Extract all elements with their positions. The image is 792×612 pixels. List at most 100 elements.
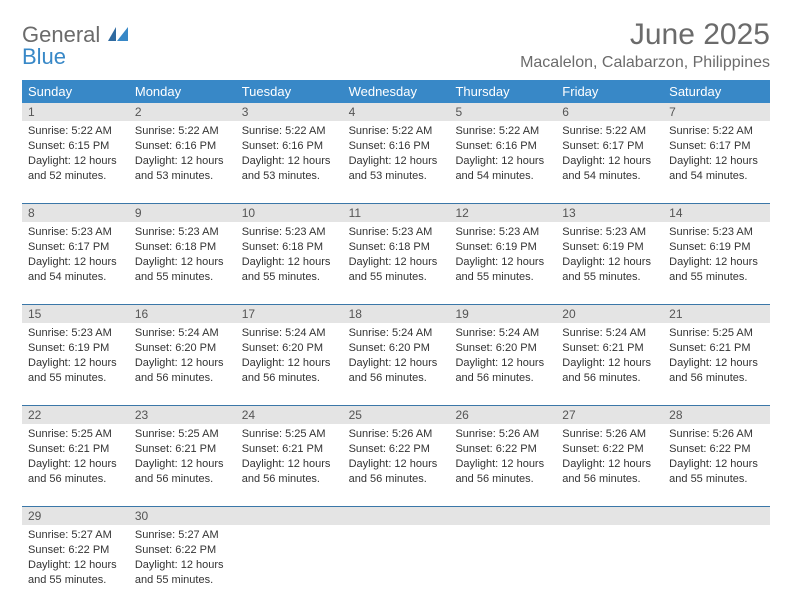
day-sr: Sunrise: 5:23 AM [669, 225, 764, 240]
day-number: 10 [236, 204, 343, 222]
logo-word-blue: Blue [22, 44, 66, 69]
day-sr: Sunrise: 5:23 AM [455, 225, 550, 240]
day-cell: Sunrise: 5:26 AMSunset: 6:22 PMDaylight:… [343, 424, 450, 506]
day-ss: Sunset: 6:19 PM [455, 240, 550, 255]
day-ss: Sunset: 6:18 PM [135, 240, 230, 255]
weekday-header: Thursday [449, 80, 556, 103]
day-ss: Sunset: 6:16 PM [349, 139, 444, 154]
day-ss: Sunset: 6:19 PM [28, 341, 123, 356]
day-ss: Sunset: 6:16 PM [135, 139, 230, 154]
day-dl1: Daylight: 12 hours [349, 356, 444, 371]
day-dl1: Daylight: 12 hours [135, 356, 230, 371]
day-dl2: and 55 minutes. [669, 270, 764, 285]
day-cell: Sunrise: 5:22 AMSunset: 6:17 PMDaylight:… [663, 121, 770, 203]
day-dl2: and 56 minutes. [562, 371, 657, 386]
day-dl1: Daylight: 12 hours [28, 457, 123, 472]
day-sr: Sunrise: 5:25 AM [28, 427, 123, 442]
day-ss: Sunset: 6:18 PM [349, 240, 444, 255]
day-dl2: and 55 minutes. [28, 573, 123, 588]
day-sr: Sunrise: 5:24 AM [135, 326, 230, 341]
day-cell: Sunrise: 5:25 AMSunset: 6:21 PMDaylight:… [236, 424, 343, 506]
day-sr: Sunrise: 5:23 AM [562, 225, 657, 240]
calendar: SundayMondayTuesdayWednesdayThursdayFrid… [22, 80, 770, 607]
day-number: 3 [236, 103, 343, 121]
day-sr: Sunrise: 5:27 AM [135, 528, 230, 543]
day-cell: Sunrise: 5:23 AMSunset: 6:17 PMDaylight:… [22, 222, 129, 304]
day-dl2: and 56 minutes. [242, 371, 337, 386]
day-ss: Sunset: 6:22 PM [28, 543, 123, 558]
day-number: 15 [22, 305, 129, 323]
day-dl2: and 55 minutes. [242, 270, 337, 285]
day-sr: Sunrise: 5:23 AM [28, 326, 123, 341]
week-row: Sunrise: 5:22 AMSunset: 6:15 PMDaylight:… [22, 121, 770, 204]
day-dl2: and 56 minutes. [135, 472, 230, 487]
day-dl1: Daylight: 12 hours [562, 457, 657, 472]
day-cell [663, 525, 770, 607]
day-cell: Sunrise: 5:24 AMSunset: 6:20 PMDaylight:… [129, 323, 236, 405]
day-number: 11 [343, 204, 450, 222]
day-dl1: Daylight: 12 hours [562, 356, 657, 371]
day-cell: Sunrise: 5:25 AMSunset: 6:21 PMDaylight:… [663, 323, 770, 405]
day-number-row: 891011121314 [22, 204, 770, 222]
day-cell: Sunrise: 5:22 AMSunset: 6:16 PMDaylight:… [236, 121, 343, 203]
day-cell: Sunrise: 5:24 AMSunset: 6:20 PMDaylight:… [343, 323, 450, 405]
day-ss: Sunset: 6:20 PM [135, 341, 230, 356]
day-number: 21 [663, 305, 770, 323]
day-cell: Sunrise: 5:24 AMSunset: 6:20 PMDaylight:… [449, 323, 556, 405]
day-number: 6 [556, 103, 663, 121]
week-row: Sunrise: 5:23 AMSunset: 6:17 PMDaylight:… [22, 222, 770, 305]
day-ss: Sunset: 6:21 PM [242, 442, 337, 457]
day-sr: Sunrise: 5:22 AM [28, 124, 123, 139]
weekday-header: Friday [556, 80, 663, 103]
day-cell: Sunrise: 5:22 AMSunset: 6:16 PMDaylight:… [449, 121, 556, 203]
day-ss: Sunset: 6:21 PM [135, 442, 230, 457]
day-sr: Sunrise: 5:25 AM [242, 427, 337, 442]
day-number: 19 [449, 305, 556, 323]
day-ss: Sunset: 6:22 PM [669, 442, 764, 457]
day-dl2: and 56 minutes. [562, 472, 657, 487]
day-cell: Sunrise: 5:26 AMSunset: 6:22 PMDaylight:… [449, 424, 556, 506]
day-cell: Sunrise: 5:23 AMSunset: 6:18 PMDaylight:… [236, 222, 343, 304]
day-dl2: and 56 minutes. [28, 472, 123, 487]
day-cell [236, 525, 343, 607]
day-dl2: and 53 minutes. [349, 169, 444, 184]
day-number: 16 [129, 305, 236, 323]
day-cell: Sunrise: 5:22 AMSunset: 6:16 PMDaylight:… [343, 121, 450, 203]
day-dl2: and 56 minutes. [455, 472, 550, 487]
day-number: 28 [663, 406, 770, 424]
header: General Blue June 2025 Macalelon, Calaba… [22, 18, 770, 72]
day-dl2: and 55 minutes. [455, 270, 550, 285]
day-dl1: Daylight: 12 hours [242, 154, 337, 169]
day-cell: Sunrise: 5:27 AMSunset: 6:22 PMDaylight:… [22, 525, 129, 607]
day-sr: Sunrise: 5:25 AM [669, 326, 764, 341]
title-block: June 2025 Macalelon, Calabarzon, Philipp… [520, 18, 770, 72]
day-number: 4 [343, 103, 450, 121]
day-sr: Sunrise: 5:22 AM [669, 124, 764, 139]
day-number-row: 1234567 [22, 103, 770, 121]
day-dl2: and 55 minutes. [349, 270, 444, 285]
day-dl1: Daylight: 12 hours [242, 356, 337, 371]
day-ss: Sunset: 6:20 PM [455, 341, 550, 356]
day-dl2: and 56 minutes. [349, 371, 444, 386]
day-ss: Sunset: 6:15 PM [28, 139, 123, 154]
day-dl2: and 53 minutes. [135, 169, 230, 184]
day-sr: Sunrise: 5:23 AM [349, 225, 444, 240]
day-cell: Sunrise: 5:23 AMSunset: 6:18 PMDaylight:… [343, 222, 450, 304]
day-cell: Sunrise: 5:23 AMSunset: 6:19 PMDaylight:… [449, 222, 556, 304]
day-ss: Sunset: 6:17 PM [669, 139, 764, 154]
day-sr: Sunrise: 5:22 AM [455, 124, 550, 139]
day-dl1: Daylight: 12 hours [242, 457, 337, 472]
weeks-container: 1234567Sunrise: 5:22 AMSunset: 6:15 PMDa… [22, 103, 770, 607]
day-dl1: Daylight: 12 hours [455, 154, 550, 169]
day-ss: Sunset: 6:22 PM [135, 543, 230, 558]
day-ss: Sunset: 6:22 PM [349, 442, 444, 457]
day-number: 26 [449, 406, 556, 424]
day-dl2: and 54 minutes. [455, 169, 550, 184]
day-dl2: and 52 minutes. [28, 169, 123, 184]
logo-sail-icon [108, 22, 130, 47]
day-dl1: Daylight: 12 hours [28, 558, 123, 573]
day-number: 30 [129, 507, 236, 525]
day-cell: Sunrise: 5:24 AMSunset: 6:20 PMDaylight:… [236, 323, 343, 405]
day-dl1: Daylight: 12 hours [669, 255, 764, 270]
day-number: 7 [663, 103, 770, 121]
